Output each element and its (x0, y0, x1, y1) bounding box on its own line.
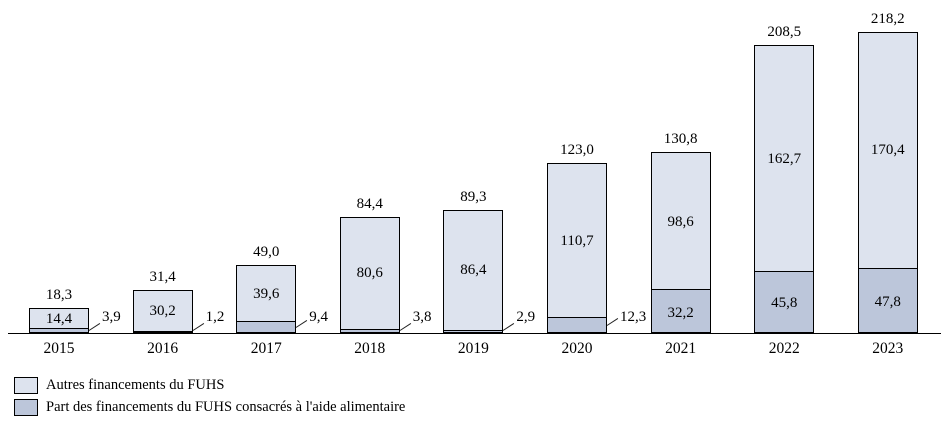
bar-group-2020: 110,7 (547, 163, 607, 333)
total-label-2022: 208,5 (767, 24, 802, 41)
segment-label-autres-2020: 110,7 (560, 232, 594, 249)
segment-label-autres-2021: 98,6 (667, 213, 694, 230)
legend-label-autres: Autres financements du FUHS (46, 377, 225, 393)
segment-aide-alimentaire-2021: 32,2 (651, 289, 710, 332)
segment-label-aide-alimentaire-2020: 12,3 (620, 309, 647, 325)
leader-line-2020 (606, 317, 619, 326)
total-label-2015: 18,3 (45, 286, 73, 303)
segment-label-aide-alimentaire-2019: 2,9 (516, 309, 536, 325)
segment-autres-2021: 98,6 (651, 153, 710, 290)
leader-line-2018 (399, 323, 411, 331)
x-axis-line (8, 333, 941, 334)
segment-aide-alimentaire-2018 (340, 328, 399, 332)
segment-label-aide-alimentaire-2017: 9,4 (309, 309, 328, 325)
segment-aide-alimentaire-2019 (444, 329, 503, 332)
segment-autres-2022: 162,7 (755, 46, 814, 271)
segment-label-aide-alimentaire-2021: 32,2 (667, 304, 694, 321)
bar-group-2016: 30,2 (132, 289, 193, 333)
x-tick-label-2015: 2015 (43, 340, 75, 357)
segment-autres-2017: 39,6 (237, 266, 296, 321)
x-tick-label-2018: 2018 (354, 340, 386, 357)
segment-label-autres-2015: 14,4 (45, 310, 73, 327)
total-label-2021: 130,8 (663, 131, 698, 148)
x-tick-label-2022: 2022 (768, 340, 800, 357)
segment-autres-2016: 30,2 (133, 290, 192, 331)
bar-group-2015: 14,4 (29, 307, 89, 333)
bar-group-2023: 170,4 47,8 (857, 31, 918, 333)
segment-label-autres-2017: 39,6 (253, 285, 280, 302)
total-label-2023: 218,2 (870, 10, 905, 27)
segment-label-autres-2016: 30,2 (149, 303, 176, 320)
segment-autres-2020: 110,7 (548, 164, 606, 317)
legend-swatch-autres (14, 377, 38, 394)
total-label-2018: 84,4 (356, 195, 383, 212)
total-label-2017: 49,0 (253, 244, 280, 261)
legend-item-autres: Autres financements du FUHS (14, 377, 405, 394)
segment-label-autres-2023: 170,4 (870, 142, 905, 159)
segment-autres-2015: 14,4 (30, 308, 88, 329)
bar-group-2017: 39,6 (236, 265, 297, 333)
x-tick-label-2023: 2023 (872, 340, 904, 357)
bar-group-2021: 98,6 32,2 (650, 152, 711, 333)
leader-line-2017 (295, 319, 308, 328)
x-tick-label-2016: 2016 (147, 340, 179, 357)
segment-aide-alimentaire-2016 (133, 330, 192, 332)
legend: Autres financements du FUHS Part des fin… (14, 377, 405, 416)
leader-line-2016 (192, 323, 204, 331)
segment-label-aide-alimentaire-2016: 1,2 (205, 309, 225, 325)
x-tick-label-2020: 2020 (561, 340, 593, 357)
total-label-2016: 31,4 (149, 268, 176, 285)
x-tick-label-2021: 2021 (665, 340, 697, 357)
segment-aide-alimentaire-2020 (548, 316, 606, 332)
segment-label-aide-alimentaire-2022: 45,8 (771, 295, 798, 312)
bar-group-2022: 162,7 45,8 (754, 45, 815, 333)
segment-aide-alimentaire-2023: 47,8 (858, 267, 917, 332)
segment-label-aide-alimentaire-2015: 3,9 (102, 309, 121, 325)
segment-autres-2018: 80,6 (340, 217, 399, 329)
segment-aide-alimentaire-2017 (237, 320, 296, 332)
total-label-2019: 89,3 (460, 188, 487, 205)
legend-item-aide-alimentaire: Part des financements du FUHS consacrés … (14, 399, 405, 416)
plot-area: 14,4 3,9 18,3 2015 30,2 1,2 31,4 2016 39,6 9,4 49,… (8, 10, 941, 357)
leader-line-2019 (503, 323, 515, 331)
x-tick-label-2017: 2017 (250, 340, 282, 357)
legend-label-aide-alimentaire: Part des financements du FUHS consacrés … (46, 399, 406, 415)
legend-swatch-aide-alimentaire (14, 399, 38, 416)
segment-label-aide-alimentaire-2018: 3,8 (412, 309, 432, 325)
bar-group-2018: 80,6 (339, 216, 400, 333)
segment-label-autres-2018: 80,6 (356, 265, 383, 282)
total-label-2020: 123,0 (560, 142, 594, 159)
segment-aide-alimentaire-2022: 45,8 (755, 270, 814, 332)
leader-line-2015 (88, 323, 101, 331)
segment-label-aide-alimentaire-2023: 47,8 (874, 293, 901, 310)
x-tick-label-2019: 2019 (457, 340, 489, 357)
segment-label-autres-2019: 86,4 (460, 262, 487, 279)
segment-label-autres-2022: 162,7 (767, 150, 802, 167)
segment-autres-2019: 86,4 (444, 210, 503, 330)
segment-autres-2023: 170,4 (858, 32, 917, 268)
segment-aide-alimentaire-2015 (30, 328, 88, 332)
bar-group-2019: 86,4 (443, 209, 504, 333)
